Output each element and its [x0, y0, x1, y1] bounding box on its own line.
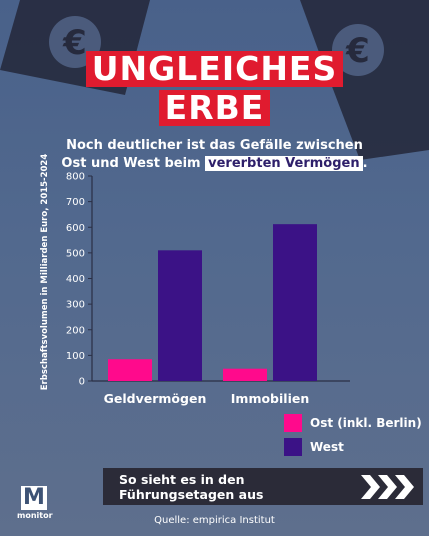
subtitle-suffix: . [362, 156, 368, 171]
legend-swatch-ost [284, 414, 302, 432]
y-tick-label: 500 [66, 248, 85, 259]
y-tick-label: 200 [66, 325, 85, 336]
bar-ost-geldvermoegen [108, 359, 152, 381]
title-line-2-wrap: ERBE [0, 90, 429, 126]
subtitle: Noch deutlicher ist das Gefälle zwischen… [0, 137, 429, 173]
subtitle-prefix: Ost und West beim [61, 156, 206, 171]
x-tick-label: Geldvermögen [104, 391, 207, 406]
legend-item-west: West [284, 438, 344, 456]
y-tick-label: 800 [66, 172, 85, 183]
title-line-1: UNGLEICHES [85, 51, 344, 87]
y-tick-label: 400 [66, 274, 85, 285]
logo-letter: M [21, 486, 47, 510]
y-tick-label: 600 [66, 223, 85, 234]
legend-swatch-west [284, 438, 302, 456]
legend-label-ost: Ost (inkl. Berlin) [310, 416, 422, 430]
subtitle-line-1: Noch deutlicher ist das Gefälle zwischen [66, 138, 363, 153]
y-tick-label: 700 [66, 197, 85, 208]
legend-label-west: West [310, 440, 344, 454]
monitor-logo: M monitor [17, 486, 53, 521]
logo-word: monitor [17, 511, 53, 520]
bar-chart: 0 100 200 300 400 500 600 700 800 Geldvermögen Imm… [66, 172, 350, 406]
source-note: Quelle: empirica Institut [154, 515, 275, 526]
chevron-right-icon [361, 474, 414, 499]
subtitle-highlight: vererbten Vermögen [205, 156, 363, 171]
title-line-2: ERBE [158, 90, 271, 126]
euro-icon: € [345, 31, 370, 71]
bar-west-geldvermoegen [158, 250, 202, 381]
bar-ost-immobilien [223, 368, 267, 381]
bar-west-immobilien [273, 224, 317, 381]
y-tick-label: 0 [79, 377, 85, 388]
banner-text: So sieht es in den Führungsetagen aus [119, 471, 264, 502]
title-line-1-wrap: UNGLEICHES [0, 51, 429, 87]
euro-icon: € [62, 23, 87, 63]
next-slide-banner[interactable]: So sieht es in den Führungsetagen aus [103, 468, 423, 505]
x-tick-label: Immobilien [231, 391, 309, 406]
y-tick-label: 100 [66, 351, 85, 362]
subtitle-line-2: Ost und West beim vererbten Vermögen. [0, 155, 429, 173]
y-tick-label: 300 [66, 300, 85, 311]
legend-item-ost: Ost (inkl. Berlin) [284, 414, 422, 432]
